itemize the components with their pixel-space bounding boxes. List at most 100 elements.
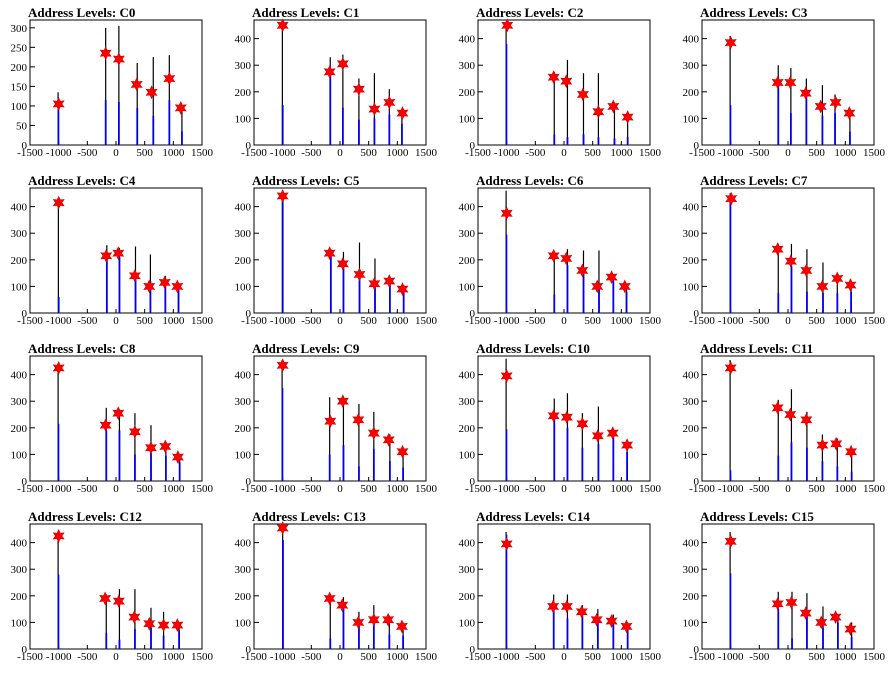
star-marker-4 [816,438,829,453]
y-tick-label: 200 [683,423,700,435]
x-tick-label: -1000 [270,483,296,495]
chart-title: Address Levels: C12 [28,509,142,524]
y-tick-label: 400 [235,202,252,214]
star-marker-4 [814,99,827,114]
x-tick-label: -500 [749,651,770,663]
y-tick-label: 300 [683,228,700,240]
x-tick-label: -1500 [689,147,715,159]
x-tick-label: -1500 [17,483,43,495]
x-tick-label: -1000 [270,147,296,159]
star-marker-5 [382,432,395,447]
x-tick-label: -500 [525,315,546,327]
star-marker-4 [367,612,380,627]
x-tick-label: -1500 [689,651,715,663]
star-marker-1 [547,599,560,614]
y-tick-label: 0 [22,308,28,320]
y-tick-label: 100 [235,113,252,125]
y-tick-label: 100 [459,281,476,293]
star-marker-6 [844,278,857,292]
y-tick-label: 50 [16,120,28,132]
y-tick-label: 0 [470,644,476,656]
star-marker-6 [845,444,858,459]
chart-panel-5: Address Levels: C5 0 100 200 300 400 -1500 -100… [235,173,438,327]
x-tick-label: 1500 [191,147,214,159]
x-tick-label: 1500 [191,315,214,327]
x-tick-label: -1500 [241,483,267,495]
star-marker-0 [276,18,289,33]
star-marker-1 [99,46,112,61]
star-marker-2 [784,75,797,90]
star-marker-0 [501,18,514,33]
y-tick-label: 400 [459,202,476,214]
y-tick-label: 100 [11,449,28,461]
x-tick-label: 0 [561,651,567,663]
y-tick-label: 100 [683,113,700,125]
chart-panel-11: Address Levels: C11 0 100 200 300 400 -1500 -10… [683,341,886,495]
star-marker-6 [174,100,187,115]
y-tick-label: 0 [694,140,700,152]
star-marker-1 [99,591,112,606]
x-tick-label: 500 [136,315,153,327]
y-tick-label: 300 [459,60,476,72]
star-marker-6 [618,279,631,294]
x-tick-label: -1500 [465,315,491,327]
x-tick-label: 1500 [863,483,886,495]
x-tick-label: 500 [808,147,825,159]
star-marker-2 [336,256,349,271]
x-tick-label: 1500 [639,315,662,327]
x-tick-label: 0 [337,147,343,159]
x-tick-label: 1500 [863,651,886,663]
y-tick-label: 100 [683,617,700,629]
y-tick-label: 400 [683,34,700,46]
star-marker-5 [830,436,843,451]
x-tick-label: -1500 [689,483,715,495]
star-marker-2 [112,594,125,609]
y-tick-label: 300 [235,396,252,408]
x-tick-label: 1000 [834,315,857,327]
star-marker-2 [336,394,349,409]
y-tick-label: 400 [11,538,28,550]
y-tick-label: 100 [235,617,252,629]
x-tick-label: 0 [113,483,119,495]
x-tick-label: -500 [749,315,770,327]
x-tick-label: -500 [525,483,546,495]
x-tick-label: 1500 [639,147,662,159]
x-tick-label: 500 [136,483,153,495]
y-tick-label: 0 [246,140,252,152]
star-marker-3 [352,615,365,630]
star-marker-0 [500,206,513,221]
x-tick-label: 1000 [834,147,857,159]
chart-title: Address Levels: C1 [252,5,359,20]
star-marker-2 [785,595,798,610]
x-tick-label: 500 [136,147,153,159]
star-marker-5 [163,71,176,86]
star-marker-1 [547,248,560,263]
x-tick-label: 0 [785,651,791,663]
x-tick-label: 1500 [191,483,214,495]
star-marker-1 [771,75,784,90]
star-marker-2 [784,407,797,422]
x-tick-label: 0 [337,315,343,327]
chart-panel-0: Address Levels: C0 0 50 100 150 200 250 300 -150… [11,5,214,159]
y-tick-label: 100 [459,449,476,461]
x-tick-label: 1500 [863,315,886,327]
star-marker-4 [368,276,381,291]
y-tick-label: 0 [246,308,252,320]
x-tick-label: -500 [301,315,322,327]
x-tick-label: 1500 [639,651,662,663]
chart-title: Address Levels: C10 [476,341,590,356]
chart-panel-2: Address Levels: C2 0 100 200 300 400 -1500 -100… [459,5,662,159]
y-tick-label: 0 [470,140,476,152]
chart-title: Address Levels: C0 [28,5,135,20]
chart-panel-14: Address Levels: C14 0 100 200 300 400 -1500 -10… [459,509,662,663]
star-marker-5 [606,426,619,441]
star-marker-1 [771,400,784,415]
y-tick-label: 400 [11,370,28,382]
y-tick-label: 150 [11,81,28,93]
star-marker-6 [396,444,409,459]
star-marker-3 [799,86,812,101]
star-marker-5 [158,275,171,290]
plot-frame [253,523,427,650]
x-tick-label: -1000 [46,483,72,495]
y-tick-label: 0 [22,644,28,656]
